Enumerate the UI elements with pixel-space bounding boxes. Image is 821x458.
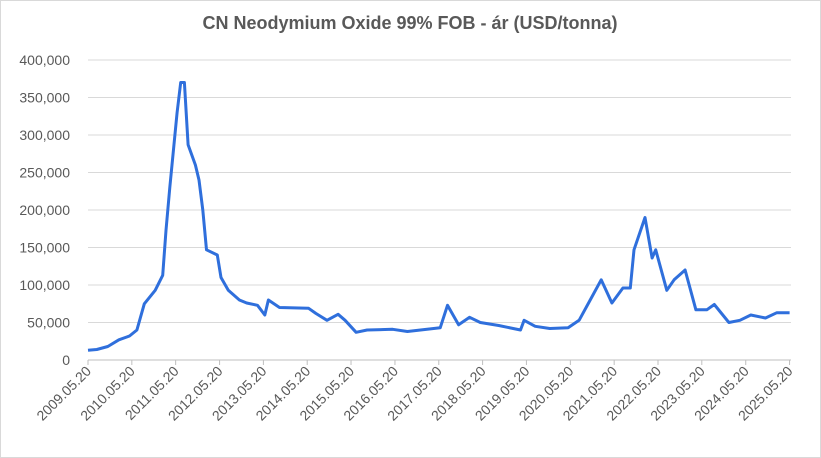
y-tick-label: 350,000	[19, 90, 70, 106]
y-tick-label: 100,000	[19, 277, 70, 293]
y-tick-label: 200,000	[19, 202, 70, 218]
y-tick-label: 0	[62, 352, 70, 368]
y-tick-label: 150,000	[19, 240, 70, 256]
chart-title: CN Neodymium Oxide 99% FOB - ár (USD/ton…	[202, 13, 617, 33]
y-tick-label: 300,000	[19, 127, 70, 143]
y-tick-label: 400,000	[19, 52, 70, 68]
data-line	[87, 81, 790, 352]
y-tick-label: 50,000	[27, 315, 70, 331]
y-tick-label: 250,000	[19, 165, 70, 181]
